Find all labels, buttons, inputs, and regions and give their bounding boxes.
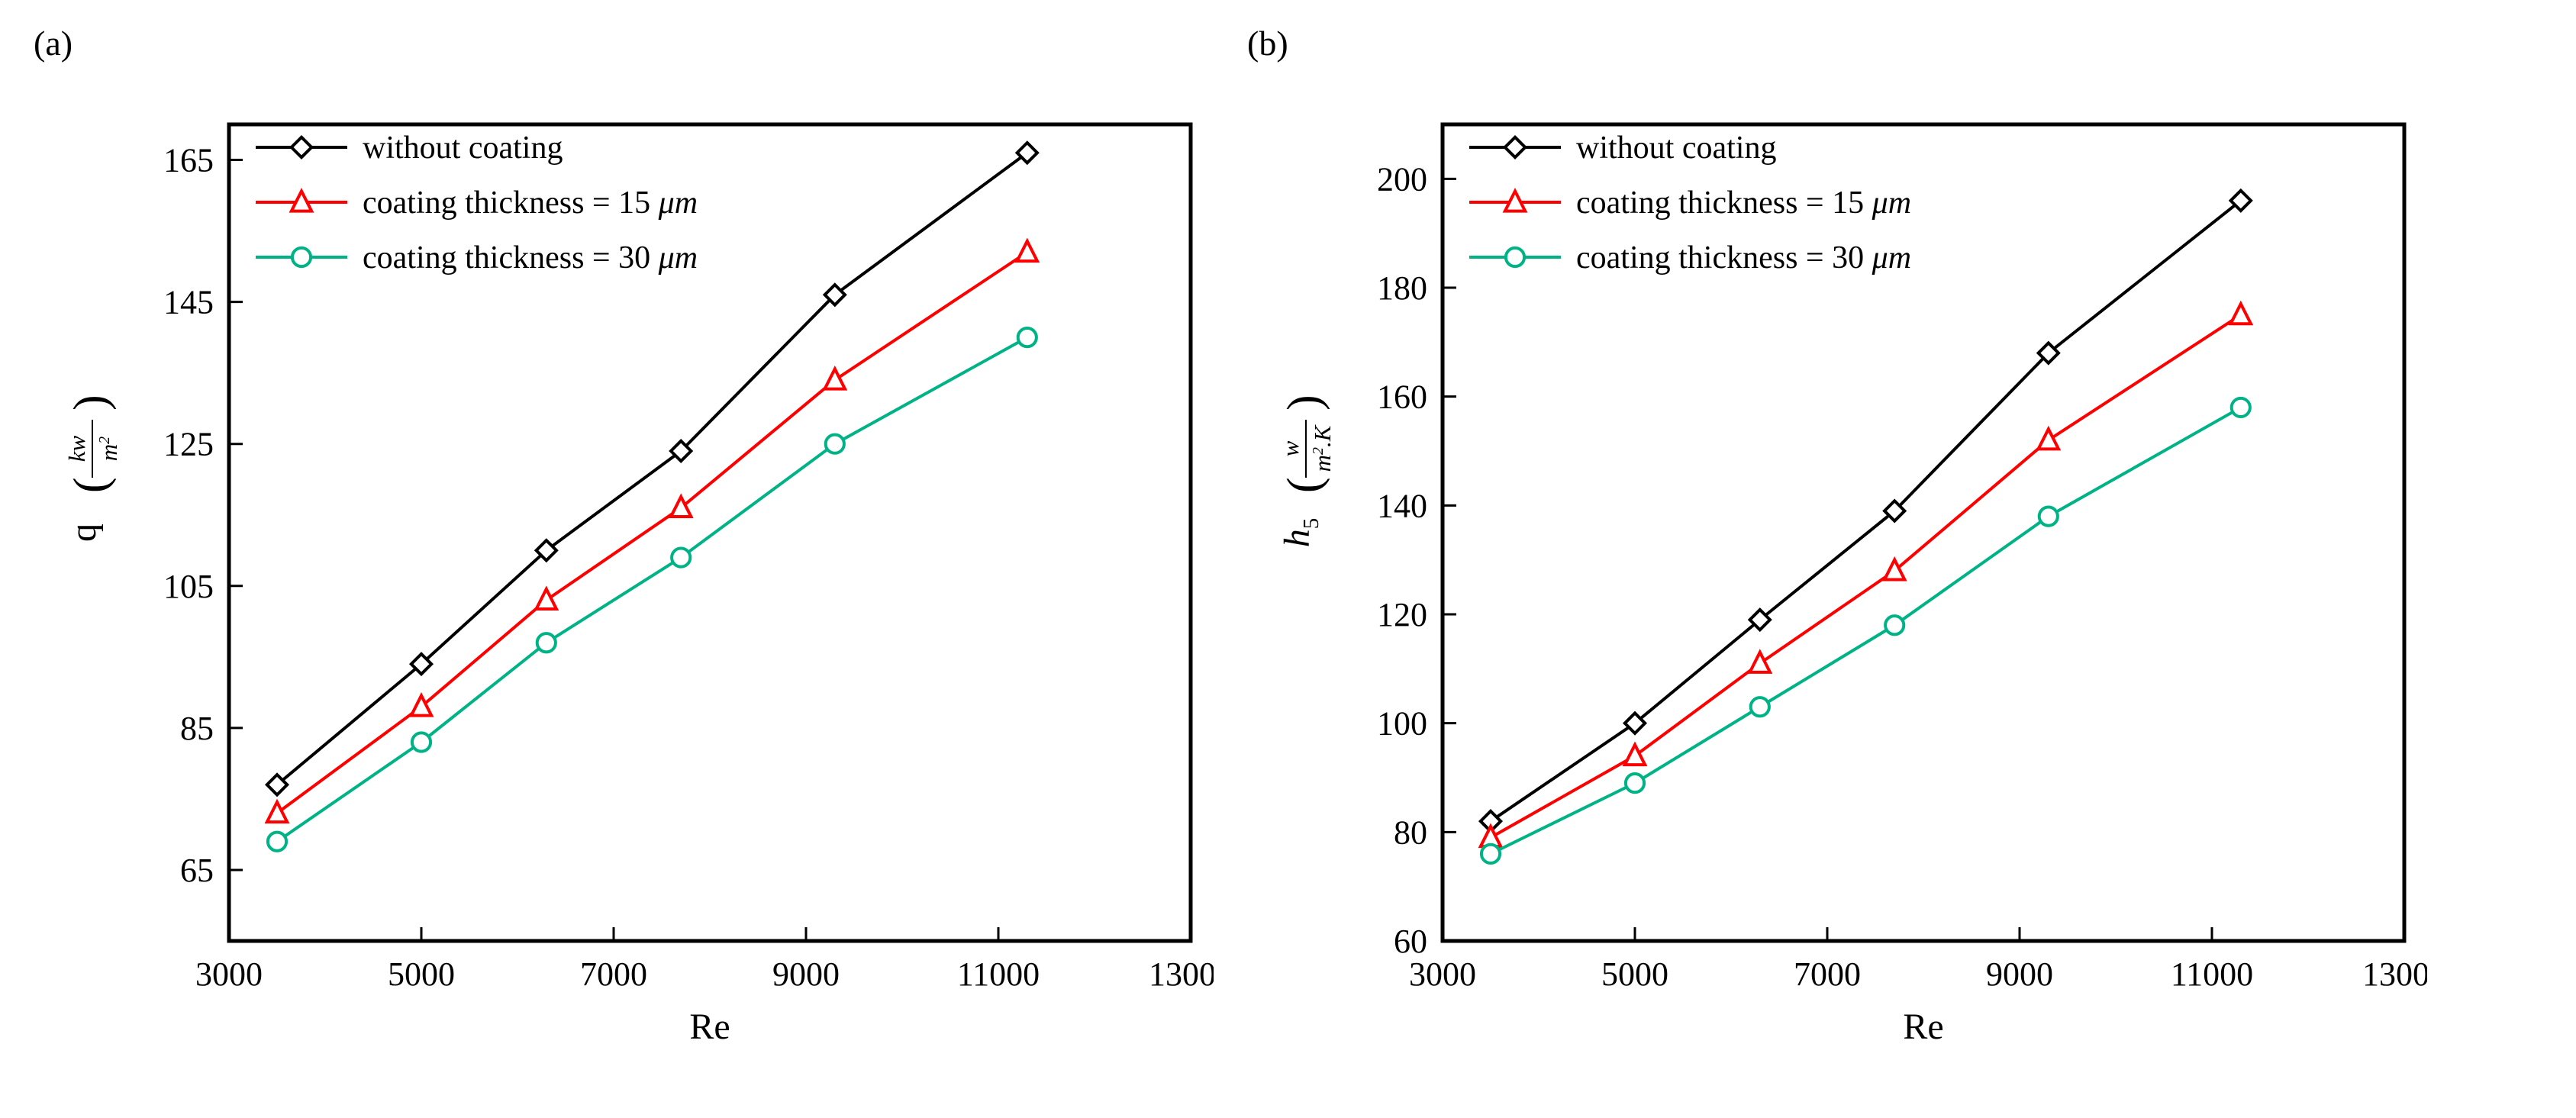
svg-text:7000: 7000 [1794,955,1861,993]
chart-b: 3000 5000 7000 9000 11000 13000 Re 60 80 100 120 14… [1244,71,2427,1063]
svg-text:without coating: without coating [363,130,563,166]
panel-b-plot-wrap: 3000 5000 7000 9000 11000 13000 Re 60 80 100 120 14… [1244,71,2427,1063]
svg-text:(: ( [65,477,117,493]
svg-text:coating thickness = 30 μm: coating thickness = 30 μm [363,240,698,275]
svg-text:kw: kw [63,435,90,462]
svg-text:65: 65 [180,852,214,889]
panel-b: (b) 3000 5000 7000 9000 11000 13000 Re 60 80 100 1… [1244,23,2427,1063]
svg-text:3000: 3000 [195,955,263,993]
svg-text:7000: 7000 [580,955,647,993]
panel-b-label: (b) [1247,23,2427,63]
svg-text:100: 100 [1377,705,1427,743]
svg-text:): ) [1278,395,1330,411]
svg-text:160: 160 [1377,379,1427,416]
svg-text:13000: 13000 [2362,955,2427,993]
svg-text:9000: 9000 [772,955,840,993]
svg-text:13000: 13000 [1149,955,1214,993]
svg-text:145: 145 [163,284,214,321]
svg-text:180: 180 [1377,269,1427,307]
chart-a: 3000 5000 7000 9000 11000 13000 Re 65 85 105 125 14… [31,71,1214,1063]
svg-text:(: ( [1278,477,1330,493]
svg-text:m2.K: m2.K [1309,424,1336,472]
svg-text:q: q [63,524,104,542]
svg-text:125: 125 [163,426,214,463]
svg-text:140: 140 [1377,487,1427,524]
svg-text:165: 165 [163,142,214,179]
svg-text:Re: Re [1903,1007,1943,1047]
svg-text:105: 105 [163,568,214,605]
svg-text:11000: 11000 [2171,955,2253,993]
figure-row: (a) 3000 5000 7000 9000 11000 13000 Re 65 85 105 1… [0,0,2576,1086]
svg-text:5000: 5000 [1601,955,1668,993]
panel-a-plot-wrap: 3000 5000 7000 9000 11000 13000 Re 65 85 105 125 14… [31,71,1214,1063]
svg-text:m2: m2 [95,437,122,461]
svg-text:coating thickness = 30 μm: coating thickness = 30 μm [1576,240,1911,275]
svg-text:11000: 11000 [957,955,1040,993]
svg-text:5000: 5000 [388,955,455,993]
svg-text:without coating: without coating [1576,130,1776,166]
svg-text:w: w [1277,440,1304,456]
svg-text:120: 120 [1377,596,1427,633]
svg-text:coating thickness = 15 μm: coating thickness = 15 μm [1576,185,1911,221]
panel-a: (a) 3000 5000 7000 9000 11000 13000 Re 65 85 105 1… [31,23,1214,1063]
svg-text:coating thickness = 15 μm: coating thickness = 15 μm [363,185,698,221]
svg-text:9000: 9000 [1986,955,2053,993]
svg-text:3000: 3000 [1409,955,1476,993]
svg-text:Re: Re [689,1007,730,1047]
svg-text:80: 80 [1394,814,1427,851]
svg-text:200: 200 [1377,160,1427,198]
panel-a-label: (a) [34,23,1214,63]
svg-text:): ) [65,395,117,411]
svg-text:85: 85 [180,710,214,747]
svg-text:h5: h5 [1277,518,1323,548]
svg-text:60: 60 [1394,923,1427,960]
